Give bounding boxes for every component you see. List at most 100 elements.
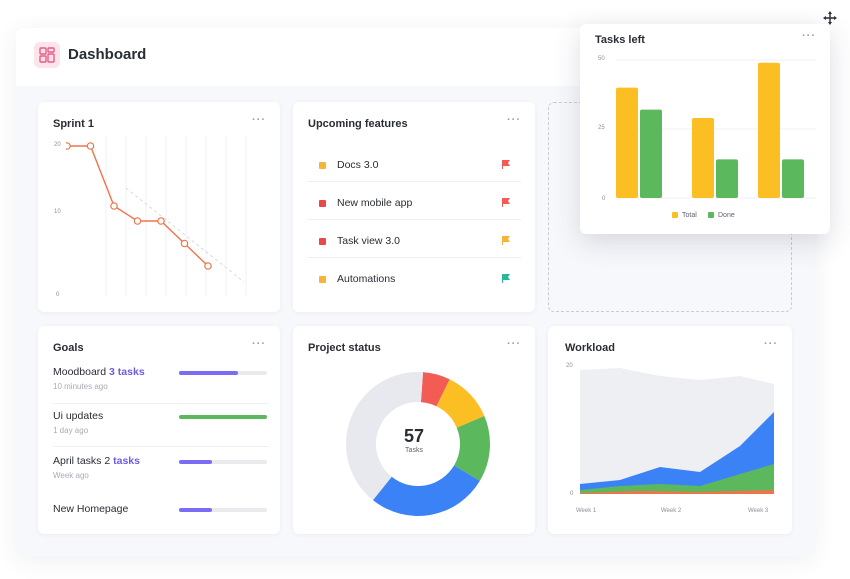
legend-done: Done <box>708 212 735 219</box>
goal-item[interactable]: New Homepage <box>53 503 269 515</box>
flag-icon[interactable] <box>501 159 511 169</box>
more-icon[interactable]: ··· <box>764 338 778 350</box>
bar-total <box>692 117 714 198</box>
goals-title: Goals <box>53 342 84 354</box>
status-dot <box>319 162 326 169</box>
sprint-card: Sprint 1 ··· 20 10 0 <box>38 102 280 312</box>
move-icon[interactable] <box>822 10 838 26</box>
sprint-y-tick: 10 <box>54 209 61 215</box>
goal-progress-bar <box>179 508 267 512</box>
tasks-y-tick: 0 <box>602 196 606 202</box>
goal-progress-bar <box>179 371 267 375</box>
legend-swatch-done <box>708 212 714 219</box>
bar-total <box>758 62 780 198</box>
bar-total <box>616 87 638 198</box>
divider <box>53 446 269 447</box>
goal-item[interactable]: Ui updates 1 day ago <box>53 410 269 435</box>
flag-icon[interactable] <box>501 235 511 245</box>
feature-item[interactable]: New mobile app <box>307 186 521 220</box>
bar-done <box>716 159 738 198</box>
goal-time: 10 minutes ago <box>53 382 108 391</box>
status-dot <box>319 200 326 207</box>
burndown-point <box>66 142 71 150</box>
flag-icon[interactable] <box>501 273 511 283</box>
divider <box>53 403 269 404</box>
feature-name: New mobile app <box>337 197 413 209</box>
more-icon[interactable]: ··· <box>507 338 521 350</box>
goal-time: Week ago <box>53 471 89 480</box>
sprint-y-tick: 20 <box>54 142 61 148</box>
more-icon[interactable]: ··· <box>252 114 266 126</box>
goal-item[interactable]: April tasks 2 tasks Week ago <box>53 455 269 480</box>
project-status-card: Project status ··· 57 Tasks <box>293 326 535 534</box>
sprint-y-tick: 0 <box>56 292 60 298</box>
workload-card: Workload ··· 20 0 Week 1 Week 2 Week 3 <box>548 326 792 534</box>
workload-y-tick: 20 <box>566 363 573 369</box>
features-card: Upcoming features ··· Docs 3.0 New mobil… <box>293 102 535 312</box>
donut-slice <box>436 379 485 428</box>
tasks-y-tick: 25 <box>598 125 605 131</box>
goal-progress-fill <box>179 371 238 375</box>
sprint-title: Sprint 1 <box>53 118 94 130</box>
goal-progress-fill <box>179 415 267 419</box>
donut-slice <box>420 372 450 407</box>
goal-task-count[interactable]: tasks <box>113 455 140 467</box>
burndown-point <box>86 142 95 150</box>
workload-y-tick: 0 <box>570 491 574 497</box>
workload-x-tick: Week 2 <box>661 508 682 514</box>
project-status-title: Project status <box>308 342 381 354</box>
dashboard-logo-icon <box>34 42 60 68</box>
flag-icon[interactable] <box>501 197 511 207</box>
more-icon[interactable]: ··· <box>507 114 521 126</box>
legend-total-label: Total <box>682 212 697 219</box>
features-title: Upcoming features <box>308 118 408 130</box>
ideal-line <box>125 187 245 283</box>
project-status-count: 57 <box>403 426 425 446</box>
donut-slice <box>346 372 424 501</box>
feature-item[interactable]: Task view 3.0 <box>307 224 521 258</box>
more-icon[interactable]: ··· <box>252 338 266 350</box>
legend-done-label: Done <box>718 212 735 219</box>
more-icon[interactable]: ··· <box>802 30 816 42</box>
goal-name: April tasks 2 <box>53 455 111 467</box>
feature-item[interactable]: Docs 3.0 <box>307 148 521 182</box>
tasks-y-tick: 50 <box>598 56 605 62</box>
goals-card: Goals ··· Moodboard 3 tasks 10 minutes a… <box>38 326 280 534</box>
goal-progress-fill <box>179 508 213 512</box>
project-status-count-label: Tasks <box>405 447 423 454</box>
goal-name: Ui updates <box>53 410 104 422</box>
burndown-point <box>180 239 189 248</box>
workload-area-chart <box>580 368 774 494</box>
status-dot <box>319 238 326 245</box>
status-dot <box>319 276 326 283</box>
goal-name: New Homepage <box>53 503 129 515</box>
donut-slice <box>454 416 490 481</box>
goal-progress-fill <box>179 460 213 464</box>
feature-name: Docs 3.0 <box>337 159 379 171</box>
burndown-point <box>204 262 212 270</box>
burndown-point <box>133 217 142 225</box>
feature-name: Task view 3.0 <box>337 235 401 247</box>
goal-task-count[interactable]: 3 tasks <box>109 366 145 378</box>
legend-total: Total <box>672 212 697 219</box>
burndown-line <box>67 145 209 267</box>
legend-swatch-total <box>672 212 678 219</box>
workload-x-tick: Week 1 <box>576 508 597 514</box>
tasks-left-bar-chart <box>616 59 816 199</box>
bar-done <box>782 159 804 198</box>
page-title: Dashboard <box>68 46 147 63</box>
donut-hole <box>377 403 459 485</box>
workload-x-tick: Week 3 <box>748 508 769 514</box>
donut-slice <box>372 465 480 516</box>
tasks-left-card[interactable]: Tasks left ··· 50 25 0 Total Done <box>580 24 830 234</box>
goal-name: Moodboard <box>53 366 107 378</box>
goal-progress-bar <box>179 415 267 419</box>
feature-item[interactable]: Automations <box>307 262 521 296</box>
burndown-point <box>157 217 165 225</box>
feature-name: Automations <box>337 273 396 285</box>
burndown-point <box>110 202 118 210</box>
sprint-burndown-chart <box>66 136 247 296</box>
bar-done <box>640 109 662 198</box>
goal-item[interactable]: Moodboard 3 tasks 10 minutes ago <box>53 366 269 391</box>
goal-time: 1 day ago <box>53 426 89 435</box>
